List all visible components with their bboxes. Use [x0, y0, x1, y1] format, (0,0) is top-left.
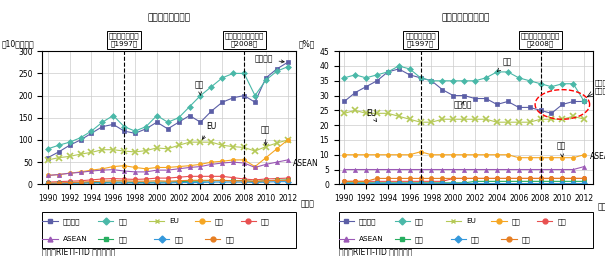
- Text: 中国: 中国: [261, 218, 270, 225]
- Text: 香港: 香港: [225, 236, 234, 243]
- Text: 日本: 日本: [557, 142, 566, 157]
- Text: 台湾: 台湾: [174, 236, 183, 243]
- Text: EU: EU: [169, 218, 179, 225]
- Text: （%）: （%）: [298, 39, 315, 49]
- Text: （年）: （年）: [597, 202, 605, 211]
- Text: 日本: 日本: [261, 125, 270, 145]
- Text: 日本: 日本: [512, 218, 520, 225]
- Text: 東アジア: 東アジア: [453, 100, 472, 109]
- Text: 台湾: 台湾: [471, 236, 480, 243]
- Text: 中国: 中国: [557, 218, 566, 225]
- Text: 資料：RIETI-TID から作成。: 資料：RIETI-TID から作成。: [339, 247, 412, 256]
- Text: アジア通貨危機
（1997）: アジア通貨危機 （1997）: [109, 33, 140, 47]
- Text: 東アジア: 東アジア: [359, 218, 377, 225]
- Text: （10億ドル）: （10億ドル）: [2, 39, 34, 49]
- Text: 東アジア: 東アジア: [255, 55, 284, 64]
- Text: 資料：RIETI-TID から作成。: 資料：RIETI-TID から作成。: [42, 247, 116, 256]
- Text: ASEAN: ASEAN: [590, 152, 605, 161]
- Text: ASEAN: ASEAN: [359, 236, 384, 242]
- Text: 日本: 日本: [215, 218, 224, 225]
- Text: ASEAN: ASEAN: [63, 236, 88, 242]
- Text: 韓国: 韓国: [415, 236, 423, 243]
- Text: EU: EU: [466, 218, 476, 225]
- Text: EU: EU: [366, 109, 376, 122]
- Text: 米国: 米国: [195, 81, 204, 95]
- Text: リーマン・ショック
（2008）: リーマン・ショック （2008）: [521, 33, 560, 47]
- Text: （消費財／金額）: （消費財／金額）: [148, 13, 191, 22]
- Text: リーマン・ショック
（2008）: リーマン・ショック （2008）: [224, 33, 264, 47]
- Text: （消費財／シェア）: （消費財／シェア）: [442, 13, 490, 22]
- Text: 香港: 香港: [522, 236, 531, 243]
- Text: アジア通貨危機
（1997）: アジア通貨危機 （1997）: [405, 33, 436, 47]
- Text: （年）: （年）: [301, 200, 315, 209]
- Text: 米国: 米国: [497, 58, 512, 71]
- Text: 米国: 米国: [415, 218, 423, 225]
- Text: ASEAN: ASEAN: [293, 158, 319, 167]
- Text: 東アジア: 東アジア: [63, 218, 80, 225]
- Text: EU: EU: [203, 122, 216, 139]
- Text: 韓国: 韓国: [119, 236, 127, 243]
- Text: 米国: 米国: [119, 218, 127, 225]
- Text: 東アジアのシェア
が上昇: 東アジアのシェア が上昇: [595, 80, 605, 94]
